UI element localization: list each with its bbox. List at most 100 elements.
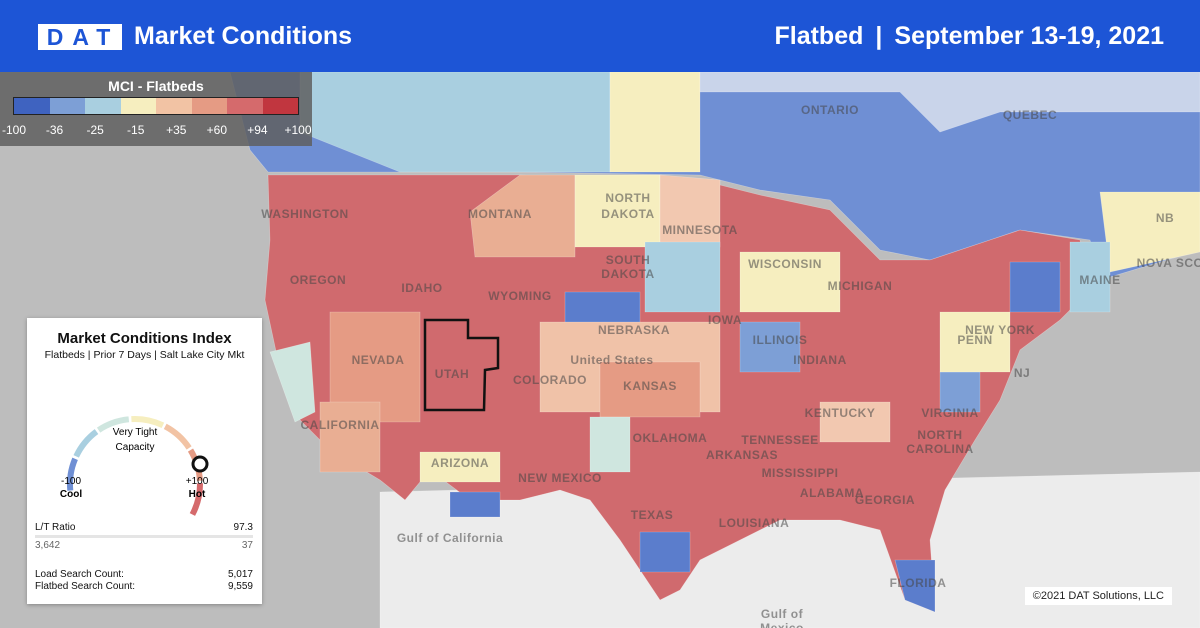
minnesota bbox=[644, 241, 721, 313]
gauge-segment bbox=[96, 416, 130, 433]
map-label: ARIZONA bbox=[431, 456, 489, 470]
legend-tick: +35 bbox=[166, 123, 187, 137]
gauge-max: +100 bbox=[186, 476, 209, 487]
lt-label: L/T Ratio bbox=[35, 522, 76, 533]
map-label: OKLAHOMA bbox=[633, 431, 708, 445]
map-label: United States bbox=[570, 353, 653, 367]
legend-tick: +100 bbox=[284, 123, 312, 137]
map-label: MICHIGAN bbox=[828, 279, 893, 293]
legend-tick: +94 bbox=[247, 123, 268, 137]
map-label: VIRGINIA bbox=[921, 406, 978, 420]
florida bbox=[894, 559, 936, 613]
map-label: TEXAS bbox=[631, 508, 674, 522]
gauge-segment bbox=[131, 416, 165, 429]
map-label: INDIANA bbox=[793, 353, 847, 367]
gauge-needle bbox=[191, 455, 209, 473]
map-label: CALIFORNIA bbox=[301, 418, 380, 432]
map-label: Mexico bbox=[760, 621, 804, 628]
map-label: COLORADO bbox=[513, 373, 587, 387]
rule bbox=[35, 535, 253, 538]
map-label: NEW YORK bbox=[965, 323, 1035, 337]
map: ONTARIO QUEBEC NORTH DAKOTA MINNESOTA WASHING… bbox=[0, 72, 1200, 628]
lt-value: 97.3 bbox=[233, 522, 253, 533]
count-value: 9,559 bbox=[227, 581, 253, 592]
gauge-status: Very Tight bbox=[113, 427, 158, 438]
map-label: WYOMING bbox=[488, 289, 552, 303]
gauge-max-caption: Hot bbox=[189, 489, 206, 500]
map-label: QUEBEC bbox=[1003, 108, 1057, 122]
logo: DAT bbox=[38, 24, 122, 50]
map-label: SOUTH bbox=[606, 253, 651, 267]
gauge-min: -100 bbox=[61, 476, 81, 487]
kentucky bbox=[819, 401, 891, 443]
map-label: IDAHO bbox=[401, 281, 442, 295]
map-label: ONTARIO bbox=[801, 103, 859, 117]
panel-subtitle: Flatbeds | Prior 7 Days | Salt Lake City… bbox=[44, 349, 245, 361]
map-label: WISCONSIN bbox=[748, 257, 822, 271]
map-label: NJ bbox=[1014, 366, 1030, 380]
legend-tick: -15 bbox=[127, 123, 145, 137]
legend-swatch bbox=[227, 98, 263, 114]
map-label: NORTH bbox=[917, 428, 962, 442]
california-coast bbox=[269, 341, 316, 423]
map-label: NB bbox=[1156, 211, 1174, 225]
lt-trucks: 37 bbox=[241, 540, 253, 551]
penn bbox=[939, 311, 1011, 373]
legend: MCI - Flatbeds -100 -36 -25 -15 +35 +60 +94 +10… bbox=[0, 72, 312, 146]
panel-title: Market Conditions Index bbox=[57, 330, 232, 347]
map-label: MINNESOTA bbox=[662, 223, 738, 237]
map-label: NEVADA bbox=[352, 353, 405, 367]
map-label: Gulf of bbox=[761, 607, 804, 621]
map-label: WASHINGTON bbox=[261, 207, 348, 221]
arizona-border bbox=[449, 491, 501, 518]
date-range: September 13-19, 2021 bbox=[894, 22, 1164, 50]
kansas bbox=[599, 361, 701, 418]
map-label: LOUISIANA bbox=[719, 516, 790, 530]
map-label: NOVA SCO bbox=[1137, 256, 1200, 270]
header-title: Market Conditions bbox=[134, 22, 353, 50]
gauge-segment bbox=[163, 423, 192, 450]
map-label: MAINE bbox=[1079, 273, 1120, 287]
map-label: Gulf of California bbox=[397, 531, 503, 545]
arizona-south bbox=[419, 451, 501, 483]
copyright: ©2021 DAT Solutions, LLC bbox=[1024, 587, 1172, 605]
map-label: FLORIDA bbox=[890, 576, 947, 590]
nevada bbox=[329, 311, 421, 423]
utah-outline bbox=[423, 318, 500, 412]
map-label: CAROLINA bbox=[906, 442, 973, 456]
legend-swatch bbox=[14, 98, 50, 114]
equipment: Flatbed bbox=[774, 22, 864, 50]
oklahoma-west bbox=[589, 416, 631, 473]
texas-south bbox=[639, 531, 691, 573]
legend-tick: -36 bbox=[45, 123, 64, 137]
canada-prairie bbox=[609, 72, 701, 173]
separator: | bbox=[875, 22, 883, 50]
illinois bbox=[739, 321, 801, 373]
map-label: DAKOTA bbox=[601, 267, 654, 281]
map-label: KENTUCKY bbox=[805, 406, 876, 420]
header: DAT Market Conditions Flatbed | September … bbox=[0, 0, 1200, 72]
map-label: OREGON bbox=[290, 273, 346, 287]
legend-tick: -25 bbox=[86, 123, 104, 137]
mci-panel: Market Conditions Index Flatbeds | Prior… bbox=[27, 318, 262, 604]
maine bbox=[1069, 241, 1111, 313]
legend-tick: -100 bbox=[1, 123, 27, 137]
map-label: ALABAMA bbox=[800, 486, 864, 500]
header-right: Flatbed | September 13-19, 2021 bbox=[762, 22, 1164, 51]
map-label: TENNESSEE bbox=[741, 433, 818, 447]
gauge-min-caption: Cool bbox=[60, 489, 82, 500]
gauge: Very Tight Capacity -100 Cool +100 Hot bbox=[60, 416, 209, 516]
gauge-segment bbox=[66, 457, 78, 491]
count-label: Flatbed Search Count: bbox=[35, 581, 136, 592]
map-label: NEBRASKA bbox=[598, 323, 670, 337]
count-label: Load Search Count: bbox=[35, 569, 124, 580]
map-labels: ONTARIO QUEBEC NORTH DAKOTA MINNESOTA WASHING… bbox=[261, 103, 1200, 628]
legend-swatch bbox=[191, 98, 227, 114]
map-label: KANSAS bbox=[623, 379, 677, 393]
map-label: UTAH bbox=[435, 367, 469, 381]
gauge-arcs bbox=[66, 416, 204, 516]
legend-bar bbox=[13, 97, 299, 115]
map-label: NEW MEXICO bbox=[518, 471, 602, 485]
legend-swatch bbox=[49, 98, 85, 114]
